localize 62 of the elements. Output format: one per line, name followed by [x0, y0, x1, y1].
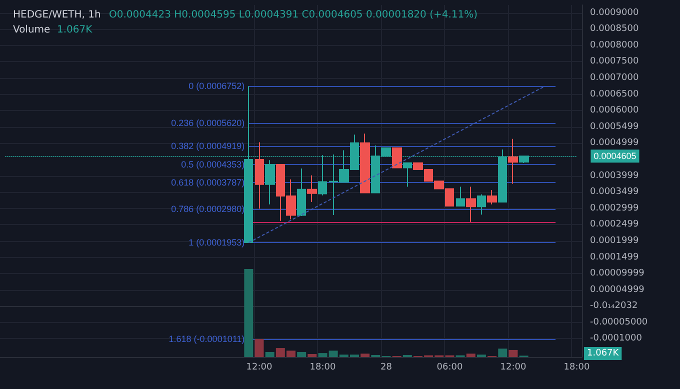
ref-line-label: 0.0004605 — [594, 151, 636, 162]
x-tick-label: 12:00 — [246, 362, 272, 372]
y-tick-label: 0.0007500 — [590, 56, 639, 67]
bar — [360, 354, 370, 357]
chart-subtitle: 1.067K — [57, 24, 93, 36]
candlestick — [392, 147, 402, 168]
candlestick — [477, 194, 486, 216]
ref-line-label: 1 (0.0001953) — [188, 238, 245, 248]
chart-subtitle: O0.0004423 H0.0004595 L0.0004391 C0.0004605 0.00001820 (+4.11%) — [109, 10, 478, 20]
candlestick — [307, 174, 317, 203]
y-tick-label: 0.0003499 — [590, 187, 639, 198]
candlestick — [466, 186, 476, 222]
candlestick — [297, 168, 306, 216]
y-tick-label: 0.00009999 — [590, 268, 645, 279]
y-tick-label: 0.00004999 — [590, 284, 645, 295]
y-tick-label: 0.0009000 — [590, 8, 639, 18]
ref-line-label: 0 (0.0006752) — [188, 81, 245, 92]
bar — [308, 354, 317, 357]
candlestick — [508, 138, 518, 184]
bar — [498, 348, 508, 357]
ref-line-label: 0.786 (0.0002980) — [171, 204, 245, 214]
y-tick-label: 0.0007000 — [590, 73, 639, 84]
y-tick-label: 0.0006000 — [590, 106, 639, 116]
y-tick-label: 0.0006500 — [590, 89, 639, 100]
ref-line-label: 0.618 (0.0003787) — [171, 178, 245, 188]
candlestick — [265, 160, 275, 205]
x-tick-label: 12:00 — [500, 362, 526, 372]
y-tick-label: -0.0₁₄2032 — [590, 301, 638, 312]
bar — [254, 338, 264, 357]
bar — [265, 352, 274, 357]
ref-line-label: 0.236 (0.0005620) — [171, 118, 245, 128]
y-tick-label: -0.00005000 — [590, 317, 648, 328]
candlestick — [456, 186, 465, 206]
bar — [466, 354, 476, 357]
y-tick-label: 0.0002499 — [590, 220, 639, 230]
candlestick — [360, 133, 370, 194]
bar — [297, 352, 306, 357]
candlestick — [403, 162, 412, 188]
text: 1.067K — [587, 348, 620, 358]
candlestick — [255, 142, 264, 210]
bar — [318, 353, 328, 357]
y-tick-label: 0.0003999 — [590, 170, 639, 181]
y-tick-label: -0.0001000 — [590, 334, 642, 344]
y-tick-label: 0.0008500 — [590, 24, 639, 34]
y-tick-label: 0.0001499 — [590, 252, 639, 262]
bar — [508, 350, 518, 357]
ref-line-label: 1.618 (-0.0001011) — [168, 334, 245, 344]
y-tick-label: 0.0001999 — [590, 236, 639, 246]
ref-line-label: 0.382 (0.0004919) — [171, 140, 245, 151]
chart-title: Volume — [13, 24, 50, 36]
x-tick-label: 06:00 — [436, 362, 463, 372]
ref-line-label: 0.5 (0.0004353) — [181, 159, 245, 170]
chart-title: HEDGE/WETH, 1h — [13, 10, 101, 20]
x-tick-label: 18:00 — [564, 362, 590, 372]
x-tick-label: 28 — [380, 362, 392, 372]
y-tick-label: 0.0008000 — [590, 40, 639, 50]
y-tick-label: 0.0004999 — [590, 138, 639, 148]
y-tick-label: 0.0002999 — [590, 203, 639, 214]
candlestick — [487, 190, 497, 205]
x-tick-label: 18:00 — [310, 362, 336, 372]
y-tick-label: 0.0005499 — [590, 122, 639, 132]
bar — [244, 269, 254, 357]
